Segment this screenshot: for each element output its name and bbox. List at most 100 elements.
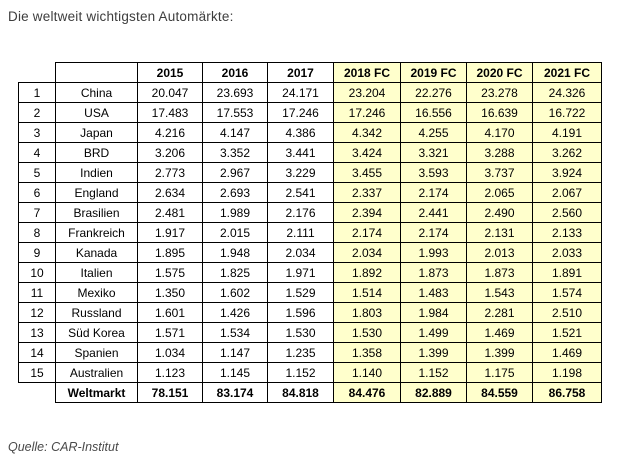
- value-cell: 1.529: [267, 282, 334, 303]
- table-row: 6 England 2.634 2.693 2.541 2.337 2.174 2.065 2.…: [18, 182, 602, 203]
- forecast-value-cell: 2.034: [333, 242, 401, 263]
- value-cell: 3.352: [202, 142, 268, 163]
- total-value-cell: 78.151: [137, 382, 203, 403]
- forecast-value-cell: 3.424: [333, 142, 401, 163]
- value-cell: 1.989: [202, 202, 268, 223]
- value-cell: 1.948: [202, 242, 268, 263]
- value-cell: 3.206: [137, 142, 203, 163]
- value-cell: 1.575: [137, 262, 203, 283]
- forecast-value-cell: 3.924: [532, 162, 602, 183]
- forecast-value-cell: 1.803: [333, 302, 401, 323]
- rank-cell: 5: [18, 162, 56, 183]
- forecast-value-cell: 2.174: [400, 222, 467, 243]
- country-cell: Frankreich: [55, 222, 138, 243]
- total-value-cell: 83.174: [202, 382, 268, 403]
- value-cell: 2.634: [137, 182, 203, 203]
- forecast-value-cell: 23.204: [333, 82, 401, 103]
- value-cell: 2.693: [202, 182, 268, 203]
- forecast-value-cell: 1.152: [400, 362, 467, 383]
- rank-cell: 9: [18, 242, 56, 263]
- forecast-value-cell: 16.639: [466, 102, 533, 123]
- rank-cell: 7: [18, 202, 56, 223]
- forecast-value-cell: 23.278: [466, 82, 533, 103]
- value-cell: 2.111: [267, 222, 334, 243]
- forecast-value-cell: 2.065: [466, 182, 533, 203]
- forecast-value-cell: 1.175: [466, 362, 533, 383]
- forecast-value-cell: 1.140: [333, 362, 401, 383]
- value-cell: 1.350: [137, 282, 203, 303]
- value-cell: 1.530: [267, 322, 334, 343]
- value-cell: 4.216: [137, 122, 203, 143]
- forecast-header: 2019 FC: [400, 62, 467, 83]
- forecast-value-cell: 1.873: [466, 262, 533, 283]
- page-title: Die weltweit wichtigsten Automärkte:: [8, 9, 234, 24]
- forecast-value-cell: 3.593: [400, 162, 467, 183]
- value-cell: 17.246: [267, 102, 334, 123]
- value-cell: 1.235: [267, 342, 334, 363]
- value-cell: 3.441: [267, 142, 334, 163]
- forecast-value-cell: 2.281: [466, 302, 533, 323]
- total-label-cell: Weltmarkt: [55, 382, 138, 403]
- value-cell: 1.034: [137, 342, 203, 363]
- forecast-value-cell: 16.556: [400, 102, 467, 123]
- value-cell: 1.534: [202, 322, 268, 343]
- forecast-value-cell: 1.984: [400, 302, 467, 323]
- forecast-value-cell: 1.514: [333, 282, 401, 303]
- value-cell: 2.773: [137, 162, 203, 183]
- table-row: 15 Australien 1.123 1.145 1.152 1.140 1.152 1.1…: [18, 362, 602, 383]
- country-cell: Italien: [55, 262, 138, 283]
- value-cell: 1.596: [267, 302, 334, 323]
- country-cell: Indien: [55, 162, 138, 183]
- forecast-value-cell: 4.342: [333, 122, 401, 143]
- forecast-value-cell: 2.174: [333, 222, 401, 243]
- value-cell: 1.152: [267, 362, 334, 383]
- forecast-value-cell: 3.455: [333, 162, 401, 183]
- forecast-value-cell: 1.499: [400, 322, 467, 343]
- total-forecast-value-cell: 82.889: [400, 382, 467, 403]
- rank-cell: 1: [18, 82, 56, 103]
- value-cell: 1.971: [267, 262, 334, 283]
- country-cell: Russland: [55, 302, 138, 323]
- value-cell: 17.553: [202, 102, 268, 123]
- rank-cell: 14: [18, 342, 56, 363]
- value-cell: 1.571: [137, 322, 203, 343]
- forecast-header: 2021 FC: [532, 62, 602, 83]
- table-row: 5 Indien 2.773 2.967 3.229 3.455 3.593 3.737 3.9…: [18, 162, 602, 183]
- auto-markets-table: 2015 2016 2017 2018 FC 2019 FC 2020 FC 2021 FC…: [18, 62, 602, 403]
- country-cell: USA: [55, 102, 138, 123]
- value-cell: 1.145: [202, 362, 268, 383]
- forecast-value-cell: 2.033: [532, 242, 602, 263]
- forecast-value-cell: 1.469: [466, 322, 533, 343]
- forecast-value-cell: 1.483: [400, 282, 467, 303]
- table-body: 1 China 20.047 23.693 24.171 23.204 22.276 23.2…: [18, 82, 602, 403]
- forecast-value-cell: 4.191: [532, 122, 602, 143]
- total-forecast-value-cell: 84.476: [333, 382, 401, 403]
- rank-cell: 6: [18, 182, 56, 203]
- forecast-value-cell: 3.737: [466, 162, 533, 183]
- country-cell: England: [55, 182, 138, 203]
- value-cell: 2.967: [202, 162, 268, 183]
- value-cell: 1.825: [202, 262, 268, 283]
- forecast-value-cell: 1.399: [400, 342, 467, 363]
- rank-cell: 2: [18, 102, 56, 123]
- value-cell: 24.171: [267, 82, 334, 103]
- value-cell: 1.895: [137, 242, 203, 263]
- forecast-value-cell: 1.358: [333, 342, 401, 363]
- value-cell: 4.386: [267, 122, 334, 143]
- total-value-cell: 84.818: [267, 382, 334, 403]
- forecast-value-cell: 24.326: [532, 82, 602, 103]
- value-cell: 3.229: [267, 162, 334, 183]
- forecast-value-cell: 2.510: [532, 302, 602, 323]
- forecast-value-cell: 22.276: [400, 82, 467, 103]
- country-cell: China: [55, 82, 138, 103]
- forecast-value-cell: 2.133: [532, 222, 602, 243]
- table-header-row: 2015 2016 2017 2018 FC 2019 FC 2020 FC 2021 FC: [18, 62, 602, 83]
- forecast-value-cell: 1.543: [466, 282, 533, 303]
- year-header: 2015: [137, 62, 203, 83]
- rank-cell: 8: [18, 222, 56, 243]
- table-row: 13 Süd Korea 1.571 1.534 1.530 1.530 1.499 1.46…: [18, 322, 602, 343]
- rank-cell: 3: [18, 122, 56, 143]
- country-cell: Mexiko: [55, 282, 138, 303]
- forecast-value-cell: 2.441: [400, 202, 467, 223]
